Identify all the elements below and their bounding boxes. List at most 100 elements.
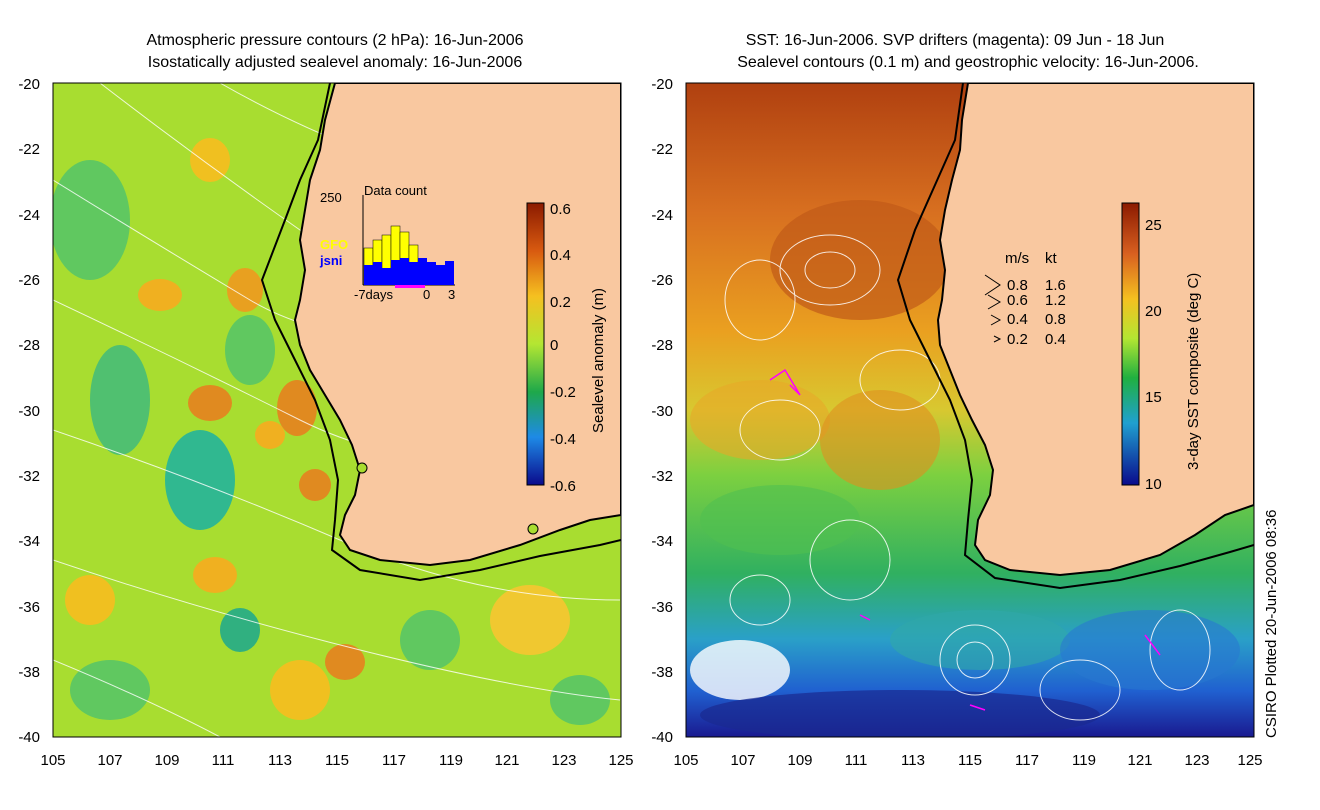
svg-text:-28: -28 [651, 337, 673, 354]
data-count-inset: Data count 250 GFO jsni -7days 0 3 [319, 183, 455, 302]
right-x-axis: 105 107 109 111 113 115 117 119 121 123 … [673, 752, 1262, 769]
inset-bars [363, 225, 454, 288]
svg-text:105: 105 [40, 752, 65, 769]
inset-xlabel-mid: 0 [423, 287, 430, 302]
svg-text:125: 125 [608, 752, 633, 769]
svg-text:-26: -26 [651, 272, 673, 289]
legend-kt: 0.4 [1045, 331, 1066, 348]
legend-ms: 0.6 [1007, 292, 1028, 309]
inset-ymax: 250 [320, 190, 342, 205]
left-colorbar: 0.6 0.4 0.2 0 -0.2 -0.4 -0.6 Sealevel an… [526, 201, 607, 495]
svg-text:121: 121 [494, 752, 519, 769]
inset-series2: jsni [319, 253, 342, 268]
inset-xlabel-left: -7days [354, 287, 394, 302]
legend-kt: 1.2 [1045, 292, 1066, 309]
right-cb-tick: 20 [1145, 303, 1162, 320]
anomaly-features [53, 138, 610, 725]
left-title-line1: Atmospheric pressure contours (2 hPa): 1… [146, 32, 523, 49]
svg-text:-20: -20 [18, 76, 40, 93]
svg-text:-40: -40 [651, 729, 673, 746]
left-cb-tick: -0.4 [550, 431, 576, 448]
inset-xlabel-right: 3 [448, 287, 455, 302]
sealevel-contours [724, 234, 1211, 721]
right-cb-tick: 10 [1145, 476, 1162, 493]
svg-text:-28: -28 [18, 337, 40, 354]
right-cb-tick: 15 [1145, 389, 1162, 406]
left-frame [52, 82, 622, 738]
svg-text:109: 109 [154, 752, 179, 769]
svg-text:119: 119 [1072, 752, 1096, 769]
left-x-axis: 105 107 109 111 113 115 117 119 121 123 … [40, 752, 633, 769]
left-cb-tick: 0 [550, 337, 558, 354]
svg-text:-30: -30 [651, 403, 673, 420]
svg-text:105: 105 [673, 752, 698, 769]
right-title-line2: Sealevel contours (0.1 m) and geostrophi… [737, 54, 1199, 71]
svg-text:-24: -24 [651, 207, 673, 224]
svg-text:-34: -34 [651, 533, 673, 550]
svg-text:123: 123 [1184, 752, 1209, 769]
right-title-line1: SST: 16-Jun-2006. SVP drifters (magenta)… [746, 32, 1165, 49]
legend-ms: 0.2 [1007, 331, 1028, 348]
svg-text:115: 115 [958, 752, 982, 769]
left-cb-tick: 0.4 [550, 247, 571, 264]
left-colorbar-label: Sealevel anomaly (m) [590, 288, 607, 433]
right-colorbar-label: 3-day SST composite (deg C) [1185, 273, 1202, 470]
legend-kt: 1.6 [1045, 277, 1066, 294]
right-shelf-line [896, 83, 1254, 590]
sst-features [690, 200, 1240, 737]
svg-text:-40: -40 [18, 729, 40, 746]
legend-ms: 0.8 [1007, 277, 1028, 294]
svg-text:109: 109 [787, 752, 812, 769]
right-cb-tick: 25 [1145, 217, 1162, 234]
legend-header-ms: m/s [1005, 250, 1029, 267]
svg-text:-22: -22 [651, 141, 673, 158]
svg-text:-32: -32 [18, 468, 40, 485]
right-y-axis: -20 -22 -24 -26 -28 -30 -32 -34 -36 -38 … [651, 76, 673, 746]
inset-series1: GFO [320, 237, 348, 252]
left-cb-tick: 0.2 [550, 294, 571, 311]
svg-text:-22: -22 [18, 141, 40, 158]
left-cb-tick: 0.6 [550, 201, 571, 218]
svg-text:-36: -36 [18, 599, 40, 616]
svg-text:-38: -38 [18, 664, 40, 681]
svg-text:107: 107 [730, 752, 755, 769]
left-title-line2: Isostatically adjusted sealevel anomaly:… [148, 54, 523, 71]
left-colorbar-ticks: 0.6 0.4 0.2 0 -0.2 -0.4 -0.6 [550, 201, 576, 495]
left-y-axis: -20 -22 -24 -26 -28 -30 -32 -34 -36 -38 … [18, 76, 40, 746]
left-cb-tick: -0.2 [550, 384, 576, 401]
legend-header-kt: kt [1045, 250, 1058, 267]
right-map [686, 83, 1254, 737]
svg-text:-20: -20 [651, 76, 673, 93]
svg-text:-34: -34 [18, 533, 40, 550]
svg-text:117: 117 [382, 752, 406, 769]
svg-text:-26: -26 [18, 272, 40, 289]
svg-text:-32: -32 [651, 468, 673, 485]
right-frame [685, 82, 1255, 738]
velocity-legend: m/s kt 0.8 1.6 0.6 1.2 0.4 0.8 0.2 0.4 [984, 250, 1066, 348]
svg-text:-24: -24 [18, 207, 40, 224]
svg-text:111: 111 [845, 752, 868, 769]
legend-kt: 0.8 [1045, 311, 1066, 328]
svg-text:111: 111 [212, 752, 235, 769]
svg-text:113: 113 [901, 752, 925, 769]
drifter-tracks [769, 368, 1161, 711]
svg-text:-36: -36 [651, 599, 673, 616]
svg-text:-38: -38 [651, 664, 673, 681]
svg-text:119: 119 [439, 752, 463, 769]
svg-text:117: 117 [1015, 752, 1039, 769]
svg-text:123: 123 [551, 752, 576, 769]
left-cb-tick: -0.6 [550, 478, 576, 495]
credit-text: CSIRO Plotted 20-Jun-2006 08:36 [1263, 510, 1280, 738]
station-marker [527, 523, 539, 535]
svg-text:125: 125 [1237, 752, 1262, 769]
left-shelf-line [260, 83, 621, 582]
right-land [936, 83, 1254, 577]
svg-text:115: 115 [325, 752, 349, 769]
station-marker [356, 462, 368, 474]
svg-text:121: 121 [1127, 752, 1152, 769]
legend-ms: 0.4 [1007, 311, 1028, 328]
svg-text:113: 113 [268, 752, 292, 769]
svg-text:107: 107 [97, 752, 122, 769]
right-colorbar: 25 20 15 10 3-day SST composite (deg C) [1121, 202, 1202, 493]
